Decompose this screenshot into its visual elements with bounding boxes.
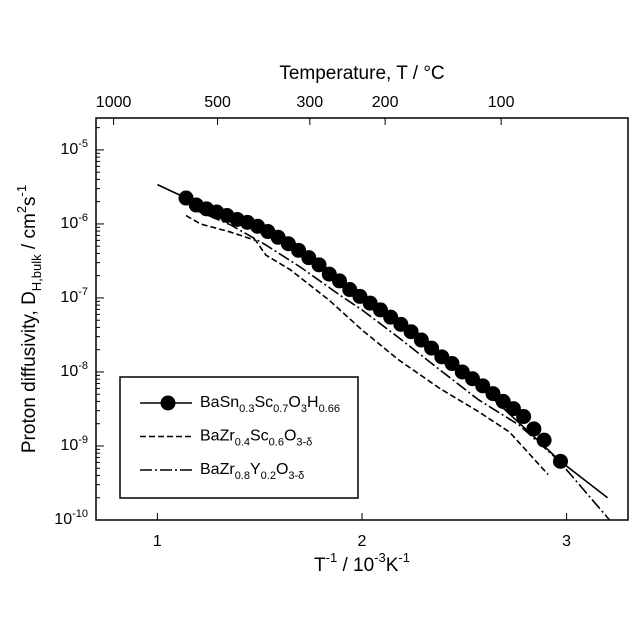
marker — [516, 409, 531, 424]
label-run: -3 — [374, 550, 386, 565]
y-tick-base: 10 — [54, 511, 72, 528]
y-tick-label: 10-10 — [54, 508, 88, 528]
legend-marker — [161, 396, 176, 411]
y-tick-base: 10 — [60, 215, 78, 232]
marker — [537, 433, 552, 448]
top-x-tick-label: 200 — [372, 94, 399, 111]
y-tick-exp: -6 — [78, 212, 88, 224]
x-tick-label: 3 — [562, 533, 571, 550]
top-x-tick-label: 100 — [488, 94, 515, 111]
y-tick-label: 10-5 — [60, 138, 88, 158]
page: T-1 / 10-3K-1Proton diffusivity, DH,bulk… — [0, 0, 640, 640]
label-run: 2 — [14, 206, 29, 213]
y-tick-exp: -10 — [72, 508, 88, 520]
y-tick-base: 10 — [60, 363, 78, 380]
y-tick-exp: -7 — [78, 286, 88, 298]
x-tick-label: 1 — [153, 533, 162, 550]
marker — [553, 454, 568, 469]
y-tick-base: 10 — [60, 141, 78, 158]
y-tick-base: 10 — [60, 437, 78, 454]
label-run: -1 — [326, 550, 338, 565]
y-tick-exp: -5 — [78, 138, 88, 150]
label-run: / cm — [19, 213, 40, 254]
y-axis-label: Proton diffusivity, DH,bulk / cm2s-1 — [14, 185, 44, 453]
x-axis-label: T-1 / 10-3K-1 — [314, 550, 410, 576]
y-tick-label: 10-6 — [60, 212, 88, 232]
label-run: / 10 — [337, 555, 374, 576]
y-tick-label: 10-7 — [60, 286, 88, 306]
y-tick-label: 10-9 — [60, 434, 88, 454]
y-tick-base: 10 — [60, 289, 78, 306]
y-tick-exp: -8 — [78, 360, 88, 372]
label-run: -1 — [398, 550, 410, 565]
top-x-tick-label: 500 — [204, 94, 231, 111]
top-axis-label: Temperature, T / °C — [279, 63, 444, 84]
chart: T-1 / 10-3K-1Proton diffusivity, DH,bulk… — [0, 0, 640, 640]
label-run: -1 — [14, 185, 29, 197]
label-run: H,bulk — [29, 254, 44, 291]
x-tick-label: 2 — [358, 533, 367, 550]
top-x-tick-label: 1000 — [96, 94, 132, 111]
label-run: T — [314, 555, 326, 576]
y-tick-label: 10-8 — [60, 360, 88, 380]
label-run: s — [19, 196, 40, 206]
label-run: Proton diffusivity, D — [19, 291, 40, 453]
y-tick-exp: -9 — [78, 434, 88, 446]
top-x-tick-label: 300 — [296, 94, 323, 111]
label-run: K — [386, 555, 399, 576]
